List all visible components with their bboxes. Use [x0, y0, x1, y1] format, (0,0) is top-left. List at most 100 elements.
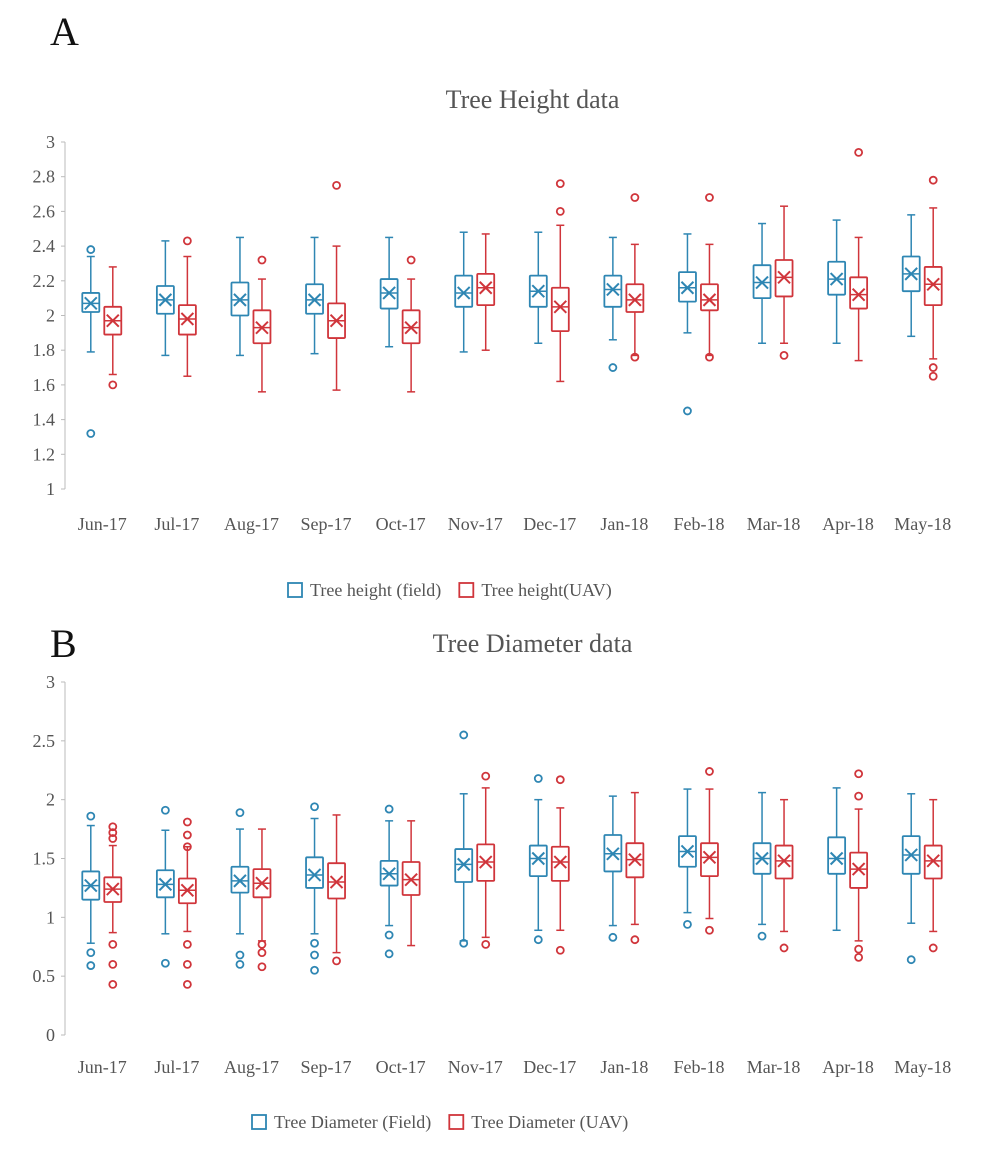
y-tick-label: 1 [46, 907, 55, 927]
outlier-point [310, 950, 319, 960]
outlier-point [779, 351, 789, 360]
box-field [305, 236, 324, 355]
box-uav [401, 820, 421, 947]
box-field [827, 219, 847, 345]
box-uav [700, 767, 719, 935]
y-tick-label: 2.2 [33, 271, 56, 291]
mean-marker [106, 313, 120, 328]
mean-marker [307, 293, 322, 307]
mean-marker [680, 281, 695, 295]
outlier-point [160, 958, 170, 968]
mean-marker [180, 312, 195, 326]
box-uav [774, 798, 794, 953]
x-category-label: Sep-17 [301, 1057, 352, 1077]
mean-marker [457, 286, 471, 300]
mean-marker [755, 851, 769, 866]
y-tick-label: 1 [46, 479, 55, 499]
box-iqr [528, 844, 548, 878]
outlier-point [533, 935, 543, 945]
outlier-point [182, 959, 192, 969]
box-field [81, 245, 101, 438]
outlier-point [257, 255, 267, 265]
box-iqr [625, 283, 645, 313]
panel-a-label: A [50, 9, 79, 54]
outlier-point [481, 939, 491, 949]
outlier-point [182, 830, 192, 840]
outlier-point [854, 952, 864, 962]
legend-label: Tree Diameter (UAV) [471, 1112, 628, 1133]
y-tick-label: 3 [46, 672, 55, 692]
x-category-label: Mar-18 [747, 1057, 801, 1077]
box-uav [849, 769, 869, 962]
x-category-label: Dec-17 [523, 514, 576, 534]
box-field [379, 236, 399, 348]
outlier-point [235, 808, 245, 818]
box-field [528, 231, 548, 345]
outlier-point [257, 962, 267, 972]
outlier-point [630, 193, 640, 202]
mean-marker [180, 883, 195, 897]
x-category-label: Aug-17 [224, 514, 279, 534]
box-uav [252, 828, 272, 972]
mean-marker [926, 277, 940, 291]
outlier-point [332, 956, 341, 966]
box-field [678, 233, 697, 416]
outlier-point [928, 943, 938, 953]
box-field [752, 791, 772, 941]
box-iqr [849, 276, 869, 310]
outlier-point [384, 949, 394, 959]
x-category-label: Sep-17 [301, 514, 352, 534]
mean-marker [84, 296, 98, 311]
outlier-point [108, 980, 118, 989]
mean-marker [106, 882, 120, 896]
outlier-point [257, 948, 267, 958]
y-tick-label: 3 [46, 132, 55, 152]
box-iqr [550, 286, 570, 333]
outlier-point [406, 255, 416, 265]
box-uav [923, 798, 943, 953]
x-category-label: Aug-17 [224, 1057, 279, 1077]
legend-swatch [287, 582, 303, 598]
box-uav [550, 179, 570, 383]
box-uav [401, 255, 421, 393]
x-category-label: Apr-18 [822, 514, 874, 534]
legend-label: Tree height (field) [310, 580, 441, 601]
outlier-point [108, 822, 118, 832]
outlier-point [86, 245, 96, 254]
outlier-point [854, 769, 864, 779]
outlier-point [235, 950, 245, 960]
outlier-point [86, 948, 96, 958]
mean-marker [404, 320, 418, 335]
box-iqr [603, 274, 623, 308]
outlier-point [160, 805, 170, 815]
outlier-point [533, 774, 543, 783]
x-category-label: Feb-18 [673, 514, 724, 534]
box-field [901, 214, 921, 338]
outlier-point [310, 802, 319, 812]
box-uav [476, 771, 496, 949]
outlier-point [683, 406, 692, 416]
mean-marker [755, 275, 769, 290]
mean-marker [531, 284, 545, 298]
box-uav [625, 791, 645, 945]
mean-marker [255, 320, 269, 335]
box-iqr [700, 842, 719, 878]
outlier-point [854, 148, 864, 157]
mean-marker [158, 293, 173, 307]
box-uav [550, 775, 570, 955]
outlier-point [608, 363, 618, 372]
mean-marker [531, 851, 545, 866]
outlier-point [683, 919, 692, 929]
outlier-point [182, 236, 192, 246]
mean-marker [606, 847, 620, 861]
x-category-label: May-18 [894, 514, 951, 534]
mean-marker [479, 281, 493, 295]
x-category-label: Jun-17 [78, 514, 127, 534]
outlier-point [182, 939, 192, 949]
box-field [155, 805, 175, 968]
y-tick-label: 2 [46, 790, 55, 810]
mean-marker [404, 872, 418, 887]
outlier-point [235, 959, 245, 969]
outlier-point [108, 380, 118, 390]
outlier-point [481, 771, 491, 781]
